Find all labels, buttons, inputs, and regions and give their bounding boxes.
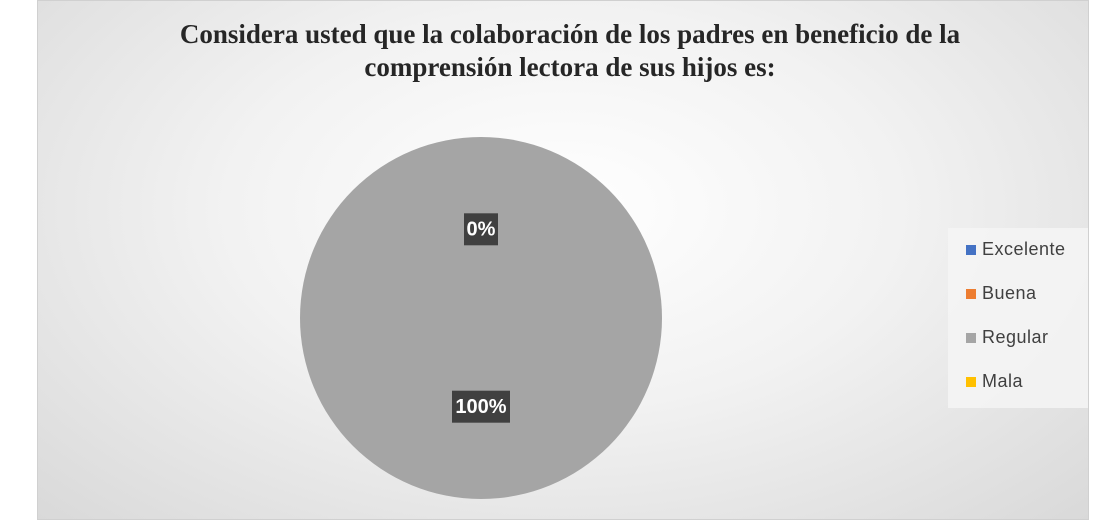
legend-swatch [966,333,976,343]
legend-swatch [966,245,976,255]
value-label: 0% [467,219,496,241]
legend-swatch [966,377,976,387]
legend-label: Regular [982,327,1049,347]
legend-label: Mala [982,371,1024,391]
legend-label: Buena [982,283,1037,303]
pie-slice [300,137,662,499]
value-label-bg [464,213,498,246]
chart-title: Considera usted que la colaboración de l… [179,19,961,82]
value-label: 100% [455,396,506,418]
legend-swatch [966,289,976,299]
legend-label: Excelente [982,239,1066,259]
value-label-bg [452,390,510,423]
